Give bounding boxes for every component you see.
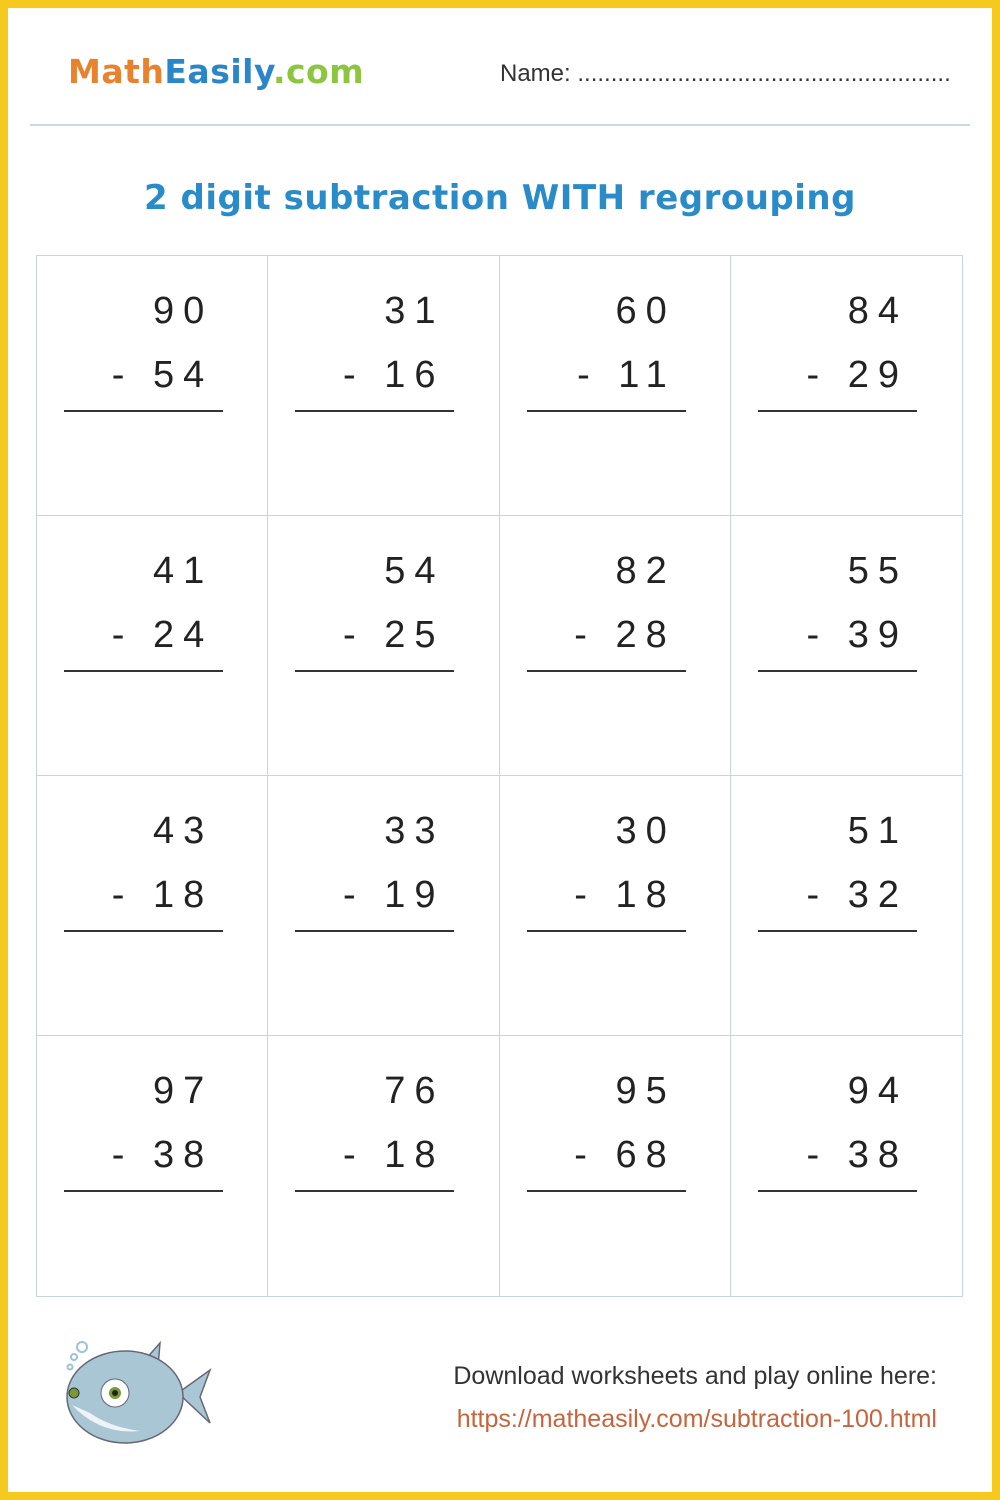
subtrahend: - 38	[111, 1134, 214, 1176]
logo: MathEasily.com	[68, 52, 364, 91]
minuend: 76	[384, 1070, 445, 1112]
problem-cell: 51 - 32	[730, 776, 962, 1036]
answer-line	[295, 670, 455, 672]
answer-line	[526, 410, 686, 412]
problem-cell: 54 - 25	[268, 516, 500, 776]
problem-cell: 33 - 19	[268, 776, 500, 1036]
minuend: 43	[152, 810, 214, 852]
worksheet-title: 2 digit subtraction WITH regrouping	[144, 178, 856, 218]
logo-math: Math	[68, 52, 165, 91]
subtrahend: - 28	[574, 614, 676, 656]
subtrahend: - 18	[574, 874, 676, 916]
answer-line	[64, 1190, 223, 1192]
answer-line	[64, 410, 223, 412]
minuend: 60	[615, 290, 676, 332]
minuend: 55	[847, 550, 908, 592]
minuend: 41	[152, 550, 214, 592]
answer-line	[757, 670, 917, 672]
problem-cell: 60 - 11	[499, 256, 731, 516]
minuend: 51	[847, 810, 908, 852]
subtrahend: - 18	[343, 1134, 445, 1176]
subtrahend: - 54	[111, 354, 214, 396]
subtrahend: - 68	[574, 1134, 676, 1176]
shark-fish-icon	[66, 1340, 212, 1444]
subtrahend: - 19	[343, 874, 445, 916]
answer-line	[295, 410, 455, 412]
answer-line	[526, 930, 686, 932]
answer-line	[64, 930, 223, 932]
answer-line	[295, 1190, 455, 1192]
answer-line	[757, 930, 917, 932]
answer-line	[757, 1190, 917, 1192]
problem-cell: 84 - 29	[730, 256, 962, 516]
answer-line	[526, 670, 686, 672]
answer-line	[64, 670, 223, 672]
minuend: 54	[384, 550, 445, 592]
minuend: 33	[384, 810, 445, 852]
problem-cell: 82 - 28	[499, 516, 731, 776]
minuend: 95	[615, 1070, 676, 1112]
minuend: 90	[152, 290, 214, 332]
subtrahend: - 24	[111, 614, 214, 656]
answer-line	[757, 410, 917, 412]
answer-line	[526, 1190, 686, 1192]
subtrahend: - 32	[806, 874, 908, 916]
problem-cell: 97 - 38	[37, 1036, 269, 1296]
problem-cell: 55 - 39	[730, 516, 962, 776]
problem-cell: 30 - 18	[499, 776, 731, 1036]
logo-com: .com	[272, 52, 365, 91]
footer-text: Download worksheets and play online here…	[453, 1362, 937, 1390]
subtrahend: - 18	[111, 874, 214, 916]
problem-cell: 41 - 24	[37, 516, 269, 776]
subtrahend: - 39	[806, 614, 908, 656]
minuend: 84	[847, 290, 908, 332]
minuend: 94	[847, 1070, 908, 1112]
subtrahend: - 11	[577, 354, 676, 396]
problem-grid: 90 - 54 31 - 16 60 - 11 84 - 29 41 - 24 …	[36, 255, 963, 1297]
subtrahend: - 29	[806, 354, 908, 396]
subtrahend: - 25	[343, 614, 445, 656]
minuend: 31	[384, 290, 445, 332]
problem-cell: 43 - 18	[37, 776, 269, 1036]
problem-cell: 90 - 54	[37, 256, 269, 516]
subtrahend: - 38	[806, 1134, 908, 1176]
header-divider	[30, 124, 970, 126]
subtrahend: - 16	[343, 354, 445, 396]
problem-cell: 94 - 38	[731, 1036, 962, 1296]
problem-cell: 95 - 68	[500, 1036, 731, 1296]
minuend: 97	[152, 1070, 214, 1112]
problem-cell: 76 - 18	[268, 1036, 500, 1296]
minuend: 82	[615, 550, 676, 592]
minuend: 30	[615, 810, 676, 852]
logo-easily: Easily	[164, 52, 273, 91]
name-field: Name: ..................................…	[500, 60, 951, 87]
answer-line	[295, 930, 455, 932]
footer-link[interactable]: https://matheasily.com/subtraction-100.h…	[456, 1405, 937, 1433]
problem-cell: 31 - 16	[268, 256, 500, 516]
